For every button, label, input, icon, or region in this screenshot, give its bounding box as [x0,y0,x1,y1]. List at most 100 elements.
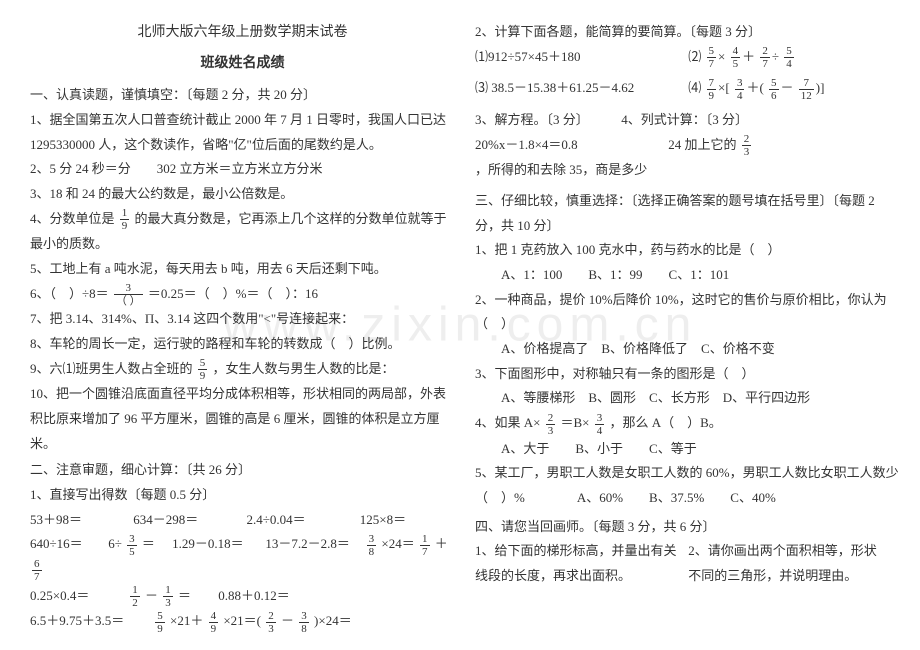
c4: 4、如果 A× 23 ＝B× 34 ，那么 A（ ）B。 [475,411,900,437]
r1a: 53＋98＝ [30,508,130,533]
r4d: － [281,609,294,634]
q2: 2、5 分 24 秒＝分 302 立方米＝立方米立方分米 [30,157,455,182]
q1: 1、据全国第五次人口普查统计截止 2000 年 7 月 1 日零时，我国人口已达… [30,108,455,157]
frac-1-3: 13 [163,584,173,609]
q6a: 6、（ ）÷8＝ [30,286,109,301]
r3b: － [145,584,158,609]
frac-4-5: 45 [731,45,741,70]
calc2-row-1: ⑴912÷57×45＋180 ⑵ 57× 45＋ 27÷ 54 [475,45,900,71]
frac-3-8: 38 [367,533,377,558]
eq-row: 20%x－1.8×4＝0.8 24 加上它的 23 ，所得的和去除 35，商是多… [475,133,900,183]
r1c: 2.4÷0.04＝ [247,508,357,533]
frac-5-4: 54 [784,45,794,70]
s2-1: 1、直接写出得数〔每题 0.5 分〕 [30,483,455,508]
doc-title: 北师大版六年级上册数学期末试卷 [30,20,455,47]
q4a: 4、分数单位是 [30,211,115,226]
frac-2-3: 23 [266,610,276,635]
calc-row-3: 0.25×0.4＝ 12 － 13 ＝ 0.88＋0.12＝ [30,584,455,610]
r2f-a: ×24＝ [381,532,414,557]
r4c: ×21＝( [223,609,261,634]
eq2b: ，所得的和去除 35，商是多少 [475,158,647,183]
q5: 5、工地上有 a 吨水泥，每天用去 b 吨，用去 6 天后还剩下吨。 [30,257,455,282]
r2e: 13－7.2－2.8＝ [265,532,361,557]
q6: 6、（ ）÷8＝ 3（ ） ＝0.25＝（ ）%＝（ ）：16 [30,282,455,308]
section-1-head: 一、认真读题，谨慎填空：〔每题 2 分，共 20 分〕 [30,83,455,108]
calc-row-1: 53＋98＝ 634－298＝ 2.4÷0.04＝ 125×8＝ [30,508,455,533]
frac-3-5: 35 [127,533,137,558]
section-3-head: 三、仔细比较，慎重选择：〔选择正确答案的题号填在括号里〕〔每题 2 分，共 10… [475,189,900,238]
r2a: 640÷16＝ [30,532,105,557]
r2c: ＝ [142,532,155,557]
p3a: ⑶ 38.5－15.38＋61.25－4.62 [475,76,685,101]
frac-6-7: 67 [32,558,42,583]
c5: 5、某工厂，男职工人数是女职工人数的 60%，男职工人数比女职工人数少（ ）% … [475,461,900,510]
left-column: 北师大版六年级上册数学期末试卷 班级姓名成绩 一、认真读题，谨慎填空：〔每题 2… [30,20,455,635]
r4b: ×21＋ [170,609,203,634]
frac-2-3c: 23 [546,412,556,437]
frac-7-12: 712 [799,77,814,102]
doc-subtitle: 班级姓名成绩 [30,51,455,78]
p1a: ⑴912÷57×45＋180 [475,45,685,70]
r2f-b: ＋ [435,532,448,557]
c3: 3、下面图形中，对称轴只有一条的图形是（ ） [475,362,900,387]
page: 北师大版六年级上册数学期末试卷 班级姓名成绩 一、认真读题，谨慎填空：〔每题 2… [0,0,920,645]
section-2-head: 二、注意审题，细心计算：〔共 26 分〕 [30,458,455,483]
c3o: A、等腰梯形 B、圆形 C、长方形 D、平行四边形 [501,386,900,411]
c2o: A、价格提高了 B、价格降低了 C、价格不变 [501,337,900,362]
r4e: )×24＝ [314,609,352,634]
frac-5-9b: 59 [155,610,165,635]
frac-7-9: 79 [707,77,717,102]
p2-lead: ⑵ [688,45,701,70]
r2b: 6÷ [108,532,122,557]
c4o: A、大于 B、小于 C、等于 [501,437,900,462]
calc-row-2: 640÷16＝ 6÷ 35 ＝ 1.29－0.18＝ 13－7.2－2.8＝ 3… [30,532,455,583]
frac-1-9: 19 [120,207,130,232]
c4c: ，那么 A（ ）B。 [610,415,722,430]
frac-3-4b: 34 [595,412,605,437]
r3d: 0.88＋0.12＝ [218,584,290,609]
c1: 1、把 1 克药放入 100 克水中，药与药水的比是（ ） [475,238,900,263]
frac-4-9: 49 [209,610,219,635]
p4-lead: ⑷ [688,76,701,101]
r1d: 125×8＝ [360,508,406,533]
d-row: 1、给下面的梯形标高，并量出有关线段的长度，再求出面积。 2、请你画出两个面积相… [475,539,900,588]
q8: 8、车轮的周长一定，运行驶的路程和车轮的转数成（ ）比例。 [30,332,455,357]
frac-3-8b: 38 [299,610,309,635]
calc-row-4: 6.5＋9.75＋3.5＝ 59 ×21＋ 49 ×21＝( 23 － 38 )… [30,609,455,635]
q9b: ，女生人数与男生人数的比是： [213,361,395,376]
c1o: A、1：100 B、1：99 C、1：101 [501,263,900,288]
frac-2-3b: 23 [742,133,752,158]
eq1: 20%x－1.8×4＝0.8 [475,133,665,158]
q3: 3、18 和 24 的最大公约数是，最小公倍数是。 [30,182,455,207]
q4: 4、分数单位是 19 的最大真分数是，它再添上几个这样的分数单位就等于最小的质数… [30,207,455,257]
d2: 2、请你画出两个面积相等，形状不同的三角形，并说明理由。 [688,539,888,588]
d1: 1、给下面的梯形标高，并量出有关线段的长度，再求出面积。 [475,539,685,588]
q10: 10、把一个圆锥沿底面直径平均分成体积相等，形状相同的两局部，外表积比原来增加了… [30,382,455,456]
eq2a: 24 加上它的 [668,133,736,158]
r2d: 1.29－0.18＝ [172,532,262,557]
q7: 7、把 3.14、314%、Π、3.14 这四个数用"<"号连接起来： [30,307,455,332]
right-column: 2、计算下面各题，能简算的要简算。〔每题 3 分〕 ⑴912÷57×45＋180… [475,20,900,635]
frac-1-2: 12 [130,584,140,609]
q9: 9、六⑴班男生人数占全班的 59 ，女生人数与男生人数的比是： [30,357,455,383]
q9a: 9、六⑴班男生人数占全班的 [30,361,193,376]
frac-5-6: 56 [769,77,779,102]
r3c: ＝ [178,584,191,609]
frac-3-4: 34 [735,77,745,102]
frac-5-9: 59 [198,357,208,382]
c4a: 4、如果 A× [475,415,540,430]
frac-3-blank: 3（ ） [114,282,143,307]
r3a: 0.25×0.4＝ [30,584,125,609]
c4b: ＝B× [560,415,589,430]
r1b: 634－298＝ [133,508,243,533]
calc2-row-2: ⑶ 38.5－15.38＋61.25－4.62 ⑷ 79×[ 34＋( 56－ … [475,76,900,102]
r4a: 6.5＋9.75＋3.5＝ [30,609,150,634]
frac-5-7: 57 [707,45,717,70]
s2-2: 2、计算下面各题，能简算的要简算。〔每题 3 分〕 [475,20,900,45]
q6b: ＝0.25＝（ ）%＝（ ）：16 [148,286,318,301]
section-4-head: 四、请您当回画师。〔每题 3 分，共 6 分〕 [475,515,900,540]
frac-1-7: 17 [420,533,430,558]
frac-2-7: 27 [760,45,770,70]
s2-3: 3、解方程。〔3 分〕 4、列式计算：〔3 分〕 [475,108,900,133]
c2: 2、一种商品，提价 10%后降价 10%，这时它的售价与原价相比，你认为（ ） [475,288,900,337]
